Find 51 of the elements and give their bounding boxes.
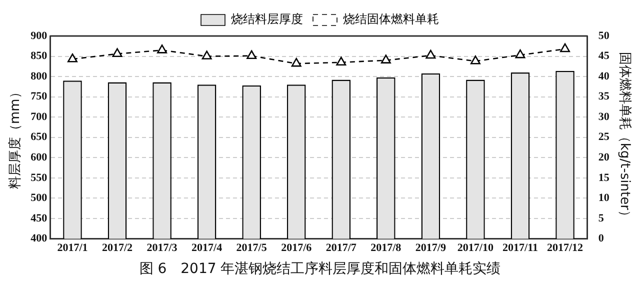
legend-label: 烧结固体燃料单耗: [343, 12, 439, 26]
y2-tick-label: 0: [598, 232, 604, 245]
y-tick-label: 850: [30, 50, 48, 62]
y2-tick-label: 10: [598, 192, 610, 204]
legend-label: 烧结料层厚度: [231, 12, 303, 26]
point: [246, 50, 257, 60]
point: [380, 54, 391, 64]
point: [426, 50, 436, 59]
y2-tick-label: 30: [598, 110, 610, 123]
x-tick-label: 2017/5: [236, 242, 268, 254]
y2-tick-label: 35: [598, 90, 610, 103]
y2-tick-label: 5: [598, 212, 604, 224]
caption: 图 6 2017 年湛钢烧结工序料层厚度和固体燃料单耗实绩: [138, 260, 502, 278]
point: [336, 56, 346, 66]
y2-tick-label: 40: [598, 70, 610, 82]
y-tick-label: 800: [30, 70, 48, 82]
y2-tick-label: 15: [598, 172, 610, 184]
point: [202, 50, 212, 60]
y-tick-label: 550: [30, 172, 48, 184]
point: [470, 55, 480, 64]
y-tick-label: 750: [30, 90, 48, 103]
x-tick-label: 2017/6: [281, 242, 312, 254]
y-tick-label: 600: [30, 152, 48, 164]
point: [112, 48, 122, 57]
y-tick-label: 900: [30, 30, 48, 42]
x-tick-label: 2017/12: [546, 242, 584, 254]
x-tick-label: 2017/3: [146, 242, 178, 254]
y2-axis-title: 固体燃料单耗（kg/t-sinter）: [616, 52, 632, 223]
y2-tick-label: 25: [598, 131, 610, 144]
y-tick-label: 450: [30, 212, 48, 224]
x-tick-label: 2017/11: [502, 242, 538, 254]
x-tick-label: 2017/10: [457, 242, 494, 254]
x-tick-label: 2017/4: [192, 242, 223, 254]
point: [157, 44, 168, 54]
point: [291, 58, 302, 67]
point: [515, 49, 526, 58]
y-tick-label: 700: [30, 110, 48, 123]
y-tick-label: 500: [30, 192, 48, 204]
x-tick-label: 2017/8: [370, 242, 402, 254]
point: [560, 43, 570, 52]
point: [68, 53, 78, 62]
y-tick-label: 400: [30, 232, 48, 245]
y-axis-title: 料层厚度（mm）: [7, 86, 24, 190]
x-tick-label: 2017/7: [326, 242, 357, 254]
y2-tick-label: 45: [598, 50, 610, 62]
x-tick-label: 2017/9: [415, 242, 446, 254]
y-tick-label: 650: [30, 131, 48, 144]
x-tick-label: 2017/2: [102, 242, 134, 254]
y2-tick-label: 20: [598, 152, 610, 164]
x-tick-label: 2017/1: [57, 242, 88, 254]
y2-tick-label: 50: [598, 30, 610, 42]
